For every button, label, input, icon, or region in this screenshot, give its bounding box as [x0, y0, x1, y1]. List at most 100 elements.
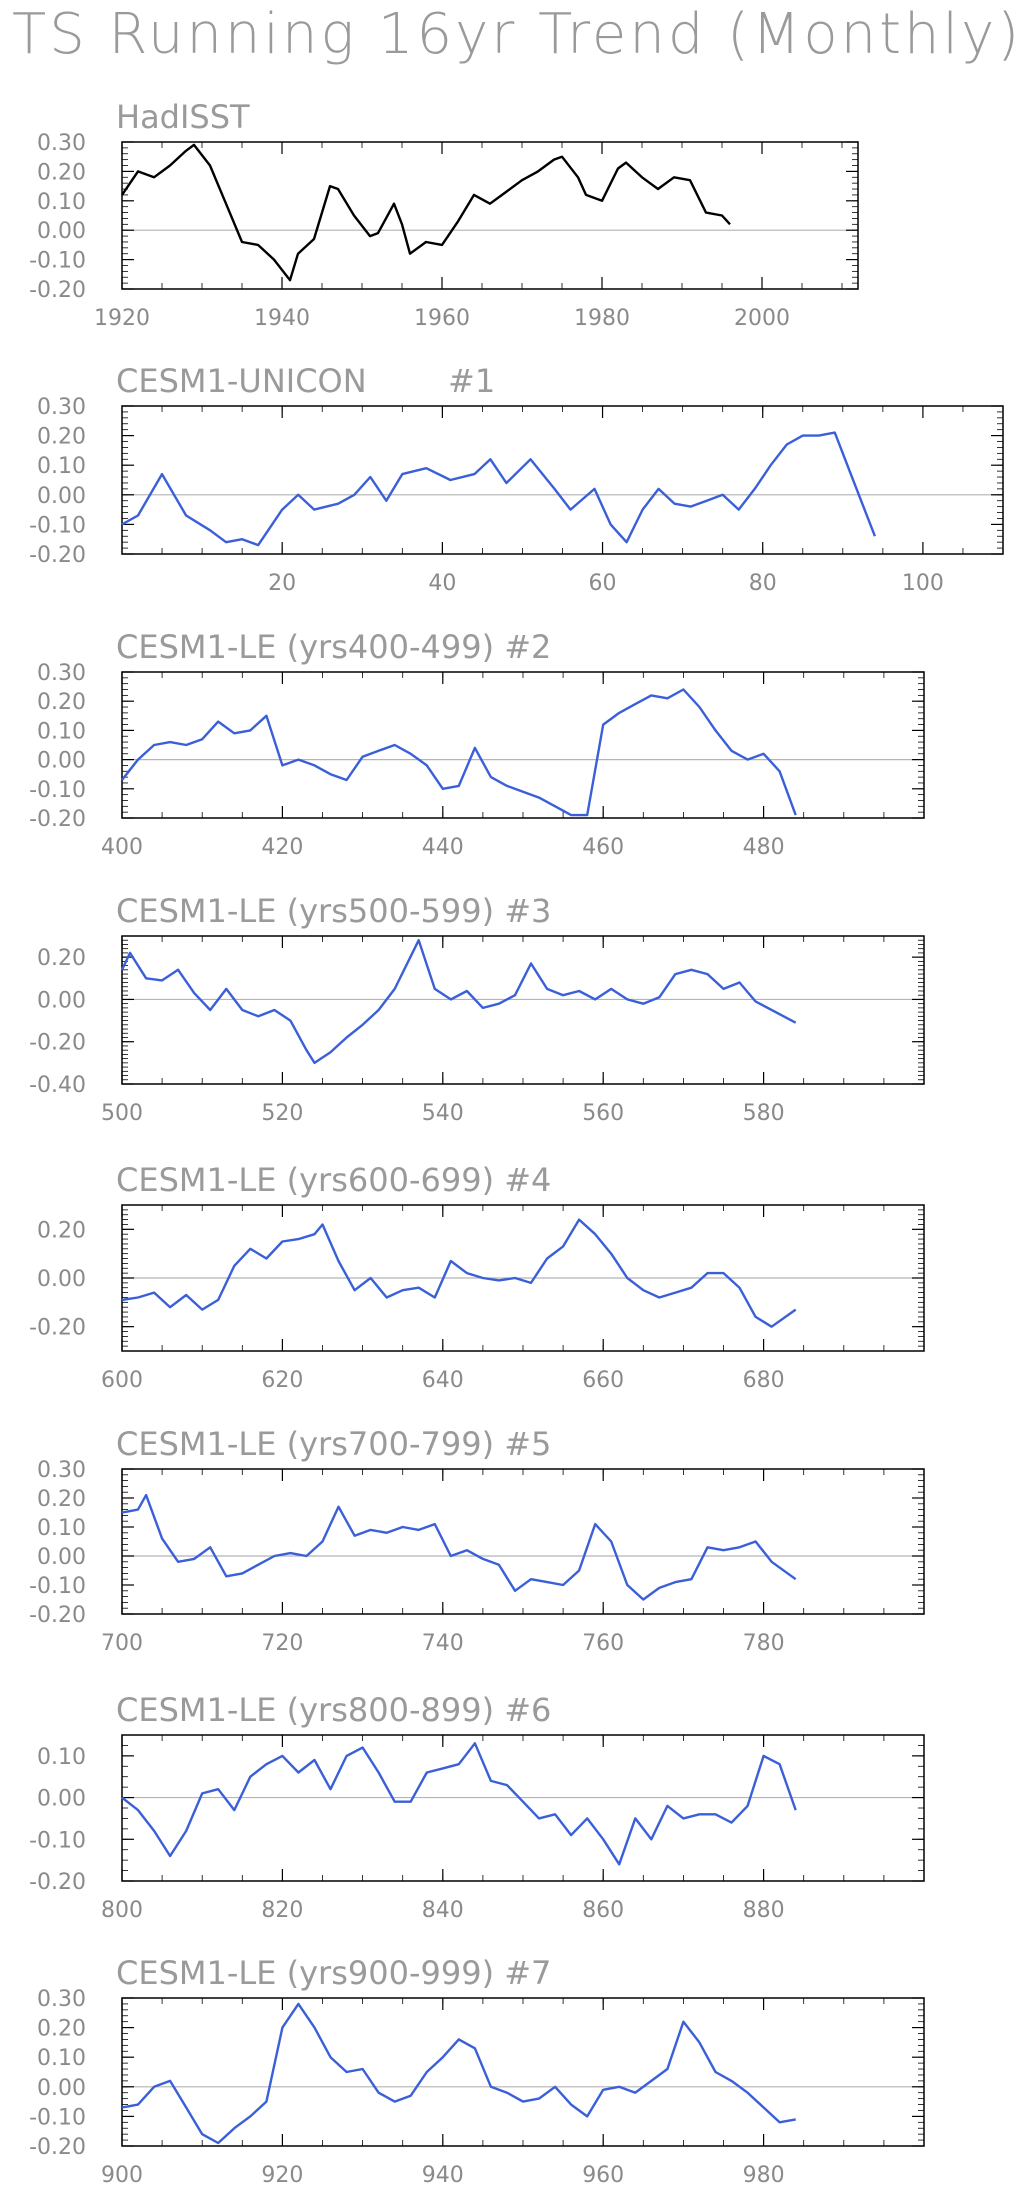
- x-tick-label: 720: [261, 1631, 303, 1656]
- x-tick-label: 1940: [254, 306, 310, 331]
- y-tick-label: 0.10: [37, 190, 86, 215]
- y-tick-label: -0.20: [29, 543, 86, 568]
- y-tick-label: -0.20: [29, 1870, 86, 1895]
- x-tick-label: 940: [422, 2163, 464, 2188]
- panel-6: CESM1-LE (yrs700-799) #5 -0.20 -0.10 0.00 0.…: [29, 1425, 925, 1656]
- x-tick-label: 840: [422, 1898, 464, 1923]
- x-tick-label: 660: [582, 1368, 624, 1393]
- y-tick-label: 0.10: [37, 719, 86, 744]
- x-tick-label: 440: [422, 835, 464, 860]
- y-tick-label: 0.30: [37, 661, 86, 686]
- panel-title: CESM1-UNICON #1: [116, 362, 495, 400]
- y-tick-label: 0.00: [37, 1545, 86, 1570]
- plot-frame: [121, 1468, 925, 1615]
- x-tick-label: 100: [902, 571, 944, 596]
- y-tick-label: -0.10: [29, 778, 86, 803]
- y-tick-label: 0.00: [37, 749, 86, 774]
- x-tick-label: 820: [261, 1898, 303, 1923]
- x-tick-label: 460: [582, 835, 624, 860]
- x-tick-label: 600: [101, 1368, 143, 1393]
- y-tick-label: -0.20: [29, 278, 86, 303]
- y-tick-label: -0.20: [29, 1603, 86, 1628]
- y-tick-label: 0.00: [37, 484, 86, 509]
- panel-title: CESM1-LE (yrs900-999) #7: [116, 1954, 551, 1992]
- x-tick-label: 520: [261, 1101, 303, 1126]
- y-tick-label: -0.10: [29, 1574, 86, 1599]
- x-tick-label: 560: [582, 1101, 624, 1126]
- y-tick-label: 0.20: [37, 690, 86, 715]
- y-tick-label: 0.20: [37, 1218, 86, 1243]
- x-tick-label: 800: [101, 1898, 143, 1923]
- x-tick-label: 680: [743, 1368, 785, 1393]
- x-tick-label: 980: [743, 2163, 785, 2188]
- y-tick-label: -0.10: [29, 2105, 86, 2130]
- y-tick-label: 0.00: [37, 2076, 86, 2101]
- y-tick-label: 0.10: [37, 1516, 86, 1541]
- y-tick-label: 0.00: [37, 1787, 86, 1812]
- y-tick-label: 0.30: [37, 1987, 86, 2012]
- plot-frame: [121, 671, 925, 819]
- x-tick-label: 960: [582, 2163, 624, 2188]
- series-line: [121, 1218, 797, 1328]
- y-tick-label: 0.00: [37, 219, 86, 244]
- series-line: [121, 1493, 797, 1601]
- y-tick-label: -0.10: [29, 1828, 86, 1853]
- y-tick-label: 0.20: [37, 425, 86, 450]
- y-tick-label: -0.20: [29, 2135, 86, 2160]
- panel-5: CESM1-LE (yrs600-699) #4 -0.20 0.00 0.20 600…: [29, 1161, 925, 1393]
- panel-8: CESM1-LE (yrs900-999) #7 -0.20 -0.10 0.00 0.…: [29, 1954, 925, 2188]
- y-tick-label: 0.30: [37, 131, 86, 156]
- x-tick-label: 1980: [574, 306, 630, 331]
- plot-frame: [121, 1734, 925, 1882]
- x-tick-label: 880: [743, 1898, 785, 1923]
- x-tick-label: 860: [582, 1898, 624, 1923]
- panel-title: HadISST: [116, 98, 250, 136]
- series-line: [121, 1742, 797, 1866]
- y-tick-label: 0.30: [37, 1458, 86, 1483]
- plot-frame: [121, 1997, 925, 2147]
- y-tick-label: 0.00: [37, 988, 86, 1013]
- y-tick-label: -0.40: [29, 1073, 86, 1098]
- y-tick-label: 0.20: [37, 2017, 86, 2042]
- y-tick-label: 0.10: [37, 454, 86, 479]
- y-tick-label: 0.00: [37, 1267, 86, 1292]
- x-tick-label: 780: [743, 1631, 785, 1656]
- x-tick-label: 580: [743, 1101, 785, 1126]
- series-line: [120, 939, 797, 1065]
- x-tick-label: 400: [101, 835, 143, 860]
- x-tick-label: 620: [261, 1368, 303, 1393]
- plot-frame: [121, 935, 925, 1085]
- plot-frame: [121, 1204, 925, 1352]
- x-tick-label: 900: [101, 2163, 143, 2188]
- panel-title: CESM1-LE (yrs400-499) #2: [116, 628, 551, 666]
- plot-frame: [121, 405, 1004, 555]
- x-tick-label: 920: [261, 2163, 303, 2188]
- x-tick-label: 60: [589, 571, 617, 596]
- y-tick-label: 0.20: [37, 160, 86, 185]
- y-tick-label: 0.20: [37, 1487, 86, 1512]
- panel-title: CESM1-LE (yrs800-899) #6: [116, 1691, 551, 1729]
- figure-title: TS Running 16yr Trend (Monthly): [12, 2, 1018, 67]
- panel-title: CESM1-LE (yrs500-599) #3: [116, 892, 551, 930]
- x-tick-label: 480: [743, 835, 785, 860]
- x-tick-label: 20: [268, 571, 296, 596]
- x-tick-label: 500: [101, 1101, 143, 1126]
- panel-4: CESM1-LE (yrs500-599) #3 -0.40 -0.20 0.00 0.…: [29, 892, 925, 1126]
- panel-7: CESM1-LE (yrs800-899) #6 -0.20 -0.10 0.00 0.…: [29, 1691, 925, 1923]
- y-tick-label: 0.20: [37, 946, 86, 971]
- y-tick-label: -0.20: [29, 807, 86, 832]
- panel-1: HadISST -0.20 -0.10 0.00 0.10 0.20 0.30 1920 194…: [29, 98, 859, 331]
- x-tick-label: 420: [261, 835, 303, 860]
- series-line: [121, 2002, 796, 2145]
- series-line: [121, 431, 877, 547]
- panel-2: CESM1-UNICON #1 -0.20 -0.10 0.00 0.10 0.20 0.3…: [29, 362, 1004, 596]
- x-tick-label: 760: [582, 1631, 624, 1656]
- x-tick-label: 1960: [414, 306, 470, 331]
- x-tick-label: 40: [428, 571, 456, 596]
- y-tick-label: 0.30: [37, 395, 86, 420]
- x-tick-label: 540: [422, 1101, 464, 1126]
- y-tick-label: -0.20: [29, 1031, 86, 1056]
- x-tick-label: 80: [749, 571, 777, 596]
- plot-frame: [121, 141, 859, 290]
